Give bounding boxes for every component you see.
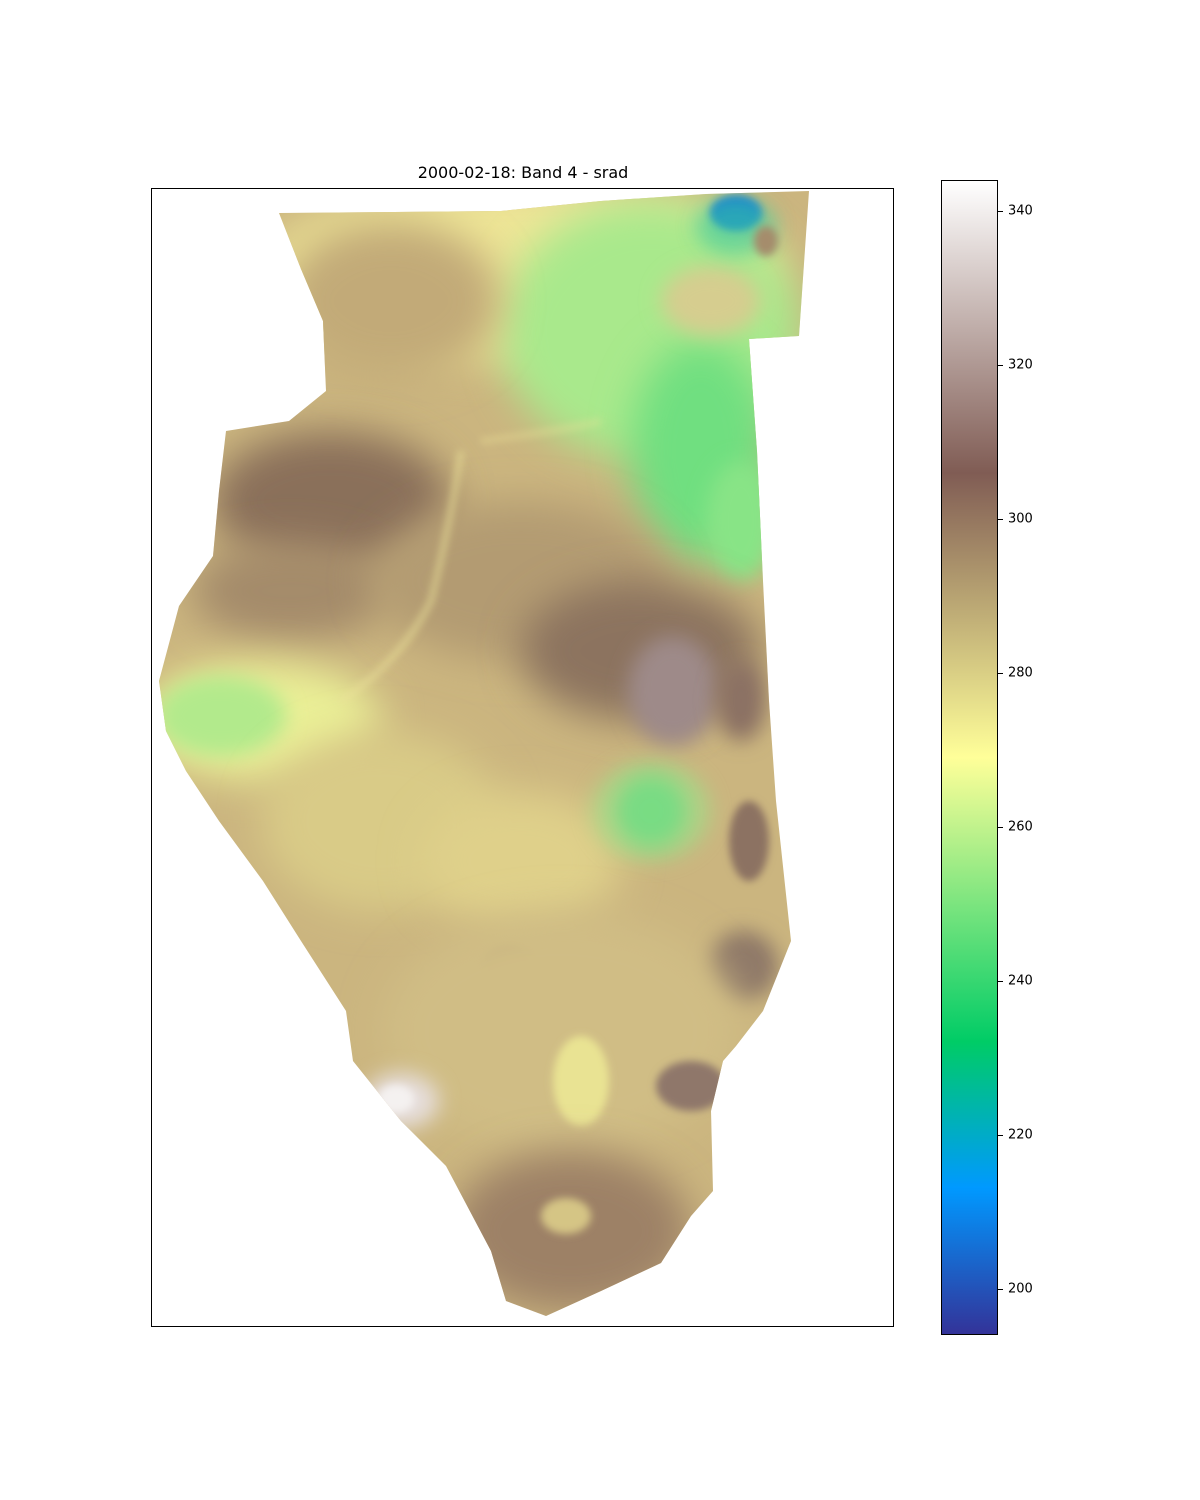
west-central-brown <box>211 431 451 571</box>
west-central-brown-2 <box>191 541 391 641</box>
colorbar-tick-label: 280 <box>1008 665 1033 681</box>
south-tan <box>381 911 741 1151</box>
colorbar-tick-mark <box>998 980 1003 982</box>
colorbar-tick-label: 300 <box>1008 511 1033 527</box>
east-central-peak <box>628 636 718 746</box>
east-peak-2 <box>716 661 766 741</box>
illinois-raster-map <box>159 191 809 1316</box>
colorbar-tick-label: 200 <box>1008 1281 1033 1297</box>
southern-tip-yellow <box>541 1198 591 1234</box>
plot-title: 2000-02-18: Band 4 - srad <box>417 163 629 182</box>
southeast-green-halo <box>591 761 711 861</box>
mid-yellow-2 <box>421 791 621 931</box>
northeast-green-east <box>706 461 776 581</box>
east-edge-brown-1 <box>729 801 769 881</box>
colorbar-tick-mark <box>998 210 1003 212</box>
south-yellow-patch <box>553 1036 609 1126</box>
river-streak-1 <box>339 450 464 704</box>
southwest-max-core <box>378 1085 414 1113</box>
river-streak-2 <box>480 418 602 444</box>
northeast-pale-patch <box>661 266 761 336</box>
colorbar-gradient <box>942 181 997 1334</box>
colorbar <box>941 180 998 1335</box>
map-axes <box>151 188 894 1327</box>
northeast-brown-blob <box>754 226 778 256</box>
northwest-tan <box>281 221 501 381</box>
colorbar-tick-mark <box>998 826 1003 828</box>
colorbar-tick-label: 260 <box>1008 819 1033 835</box>
colorbar-tick-label: 340 <box>1008 203 1033 219</box>
colorbar-tick-label: 220 <box>1008 1127 1033 1143</box>
colorbar-tick-mark <box>998 672 1003 674</box>
colorbar-tick-mark <box>998 1134 1003 1136</box>
west-bulge-green <box>159 676 286 756</box>
colorbar-tick-label: 240 <box>1008 973 1033 989</box>
colorbar-tick-label: 320 <box>1008 357 1033 373</box>
colorbar-tick-mark <box>998 518 1003 520</box>
southeast-brown <box>656 1061 726 1111</box>
colorbar-tick-mark <box>998 1288 1003 1290</box>
colorbar-tick-mark <box>998 364 1003 366</box>
